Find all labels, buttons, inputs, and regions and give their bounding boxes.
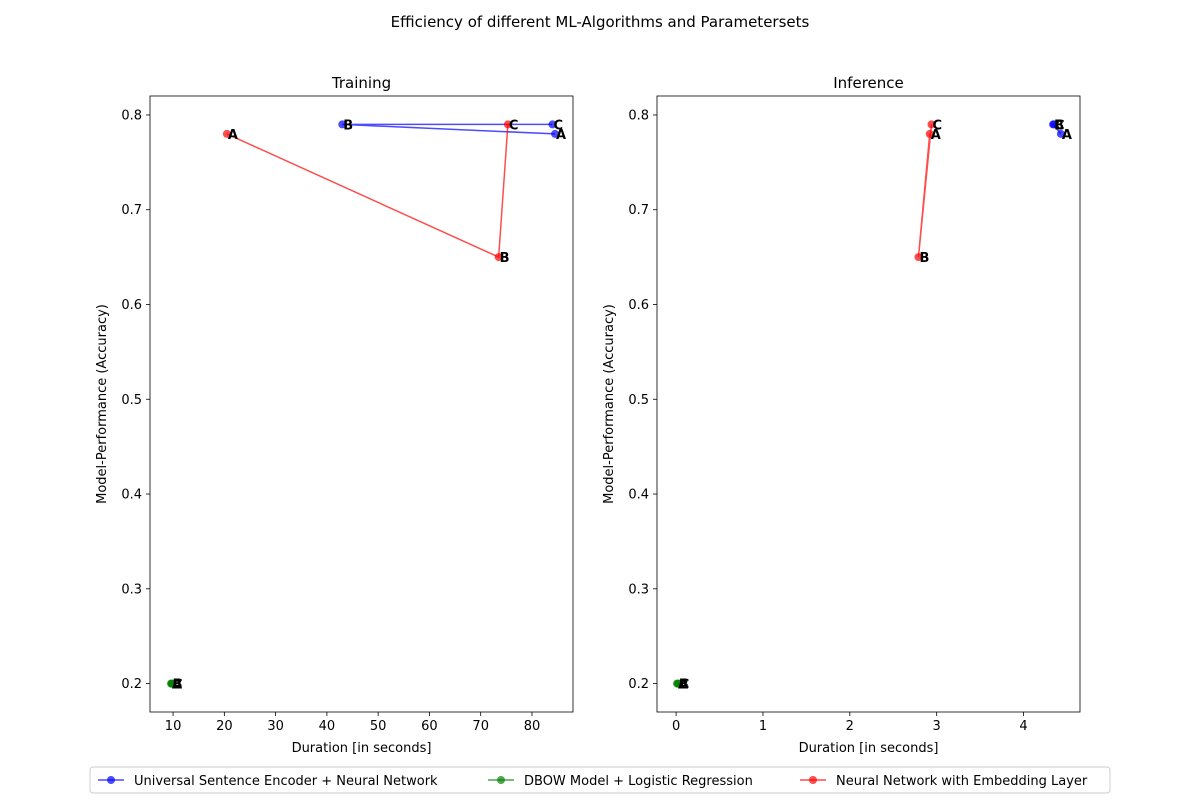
training-x-tick-label: 50 — [370, 719, 387, 734]
inference-point-universal-sentence-encoder-neural-network-a — [1056, 129, 1065, 138]
inference-point-neural-network-with-embedding-layer-a — [925, 129, 934, 138]
legend-item-dbow: DBOW Model + Logistic Regression — [488, 774, 753, 789]
training-point-label-universal-sentence-encoder-neural-network-c: C — [553, 118, 563, 133]
inference-x-tick-label: 2 — [846, 719, 854, 734]
training-x-tick-label: 20 — [216, 719, 233, 734]
training-x-tick-label: 80 — [524, 719, 541, 734]
training-y-tick-label: 0.3 — [121, 582, 142, 597]
training-point-universal-sentence-encoder-neural-network-b — [338, 120, 347, 129]
training-x-axis-label: Duration [in seconds] — [292, 741, 432, 756]
legend-box — [89, 766, 1111, 794]
inference-axes-frame — [656, 95, 1081, 713]
training-series-line-universal-sentence-encoder-neural-network — [342, 123, 556, 135]
inference-y-tick-label: 0.4 — [628, 488, 649, 503]
inference-point-label-neural-network-with-embedding-layer-b: B — [919, 251, 929, 266]
inference-title: Inference — [833, 74, 904, 92]
legend-label-use: Universal Sentence Encoder + Neural Netw… — [134, 774, 438, 789]
inference-point-neural-network-with-embedding-layer-c — [927, 120, 936, 129]
legend-marker-embedding — [809, 776, 817, 784]
inference-x-tick-label: 1 — [759, 719, 767, 734]
inference-x-tick-label: 3 — [933, 719, 941, 734]
training-point-label-neural-network-with-embedding-layer-b: B — [500, 251, 510, 266]
training-series-line-neural-network-with-embedding-layer — [226, 124, 509, 259]
legend-marker-use — [107, 776, 115, 784]
training-y-tick-label: 0.5 — [121, 393, 142, 408]
training-point-label-dbow-model-logistic-regression-b: B — [173, 678, 183, 693]
training-y-tick-label: 0.2 — [121, 677, 142, 692]
training-y-tick-label: 0.7 — [121, 203, 142, 218]
training-x-tick-label: 60 — [421, 719, 438, 734]
training-subplot: Training 10 20 30 40 50 60 70 80 0.2 0.3 0.4 0.5 0.6 0… — [95, 74, 574, 756]
inference-point-label-universal-sentence-encoder-neural-network-b: B — [1054, 118, 1064, 133]
inference-y-axis-label: Model-Performance (Accuracy) — [602, 304, 617, 504]
training-y-axis-label: Model-Performance (Accuracy) — [95, 304, 110, 504]
training-title: Training — [331, 74, 391, 92]
training-y-tick-label: 0.4 — [121, 488, 142, 503]
inference-point-label-universal-sentence-encoder-neural-network-a: A — [1062, 128, 1072, 143]
inference-y-tick-label: 0.3 — [628, 582, 649, 597]
inference-series-line-neural-network-with-embedding-layer — [917, 124, 933, 258]
training-x-tick-label: 40 — [319, 719, 336, 734]
training-x-tick-label: 70 — [472, 719, 489, 734]
inference-point-label-dbow-model-logistic-regression-a: A — [678, 678, 688, 693]
legend-item-use: Universal Sentence Encoder + Neural Netw… — [98, 774, 438, 789]
training-point-label-neural-network-with-embedding-layer-a: A — [228, 128, 238, 143]
training-point-dbow-model-logistic-regression-c — [168, 679, 177, 688]
inference-point-label-universal-sentence-encoder-neural-network-c: C — [1055, 118, 1065, 133]
inference-point-label-dbow-model-logistic-regression-c: C — [680, 678, 690, 693]
figure-title: Efficiency of different ML-Algorithms an… — [391, 13, 810, 31]
inference-point-neural-network-with-embedding-layer-b — [914, 253, 923, 262]
training-point-label-universal-sentence-encoder-neural-network-b: B — [343, 118, 353, 133]
training-point-label-neural-network-with-embedding-layer-c: C — [509, 118, 519, 133]
legend-marker-dbow — [497, 776, 505, 784]
legend-label-embedding: Neural Network with Embedding Layer — [836, 774, 1088, 789]
inference-y-tick-label: 0.2 — [628, 677, 649, 692]
inference-subplot: Inference 0 1 2 3 4 0.2 0.3 0.4 0.5 0.6 0.7 0.8 Durat… — [602, 74, 1081, 756]
inference-x-axis-label: Duration [in seconds] — [799, 741, 939, 756]
inference-point-label-neural-network-with-embedding-layer-c: C — [932, 118, 942, 133]
training-point-label-dbow-model-logistic-regression-a: A — [172, 678, 182, 693]
training-point-universal-sentence-encoder-neural-network-c — [548, 120, 557, 129]
legend: Universal Sentence Encoder + Neural Netw… — [89, 766, 1111, 794]
inference-y-tick-label: 0.5 — [628, 393, 649, 408]
training-axes-frame — [149, 95, 574, 713]
training-point-universal-sentence-encoder-neural-network-a — [551, 129, 560, 138]
inference-point-label-dbow-model-logistic-regression-b: B — [679, 678, 689, 693]
training-point-neural-network-with-embedding-layer-a — [222, 129, 231, 138]
inference-point-dbow-model-logistic-regression-c — [674, 679, 683, 688]
training-point-label-universal-sentence-encoder-neural-network-a: A — [556, 128, 566, 143]
training-point-neural-network-with-embedding-layer-c — [503, 120, 512, 129]
training-y-tick-label: 0.8 — [121, 108, 142, 123]
inference-y-tick-label: 0.7 — [628, 203, 649, 218]
inference-point-universal-sentence-encoder-neural-network-c — [1049, 120, 1058, 129]
training-x-tick-label: 30 — [267, 719, 284, 734]
legend-label-dbow: DBOW Model + Logistic Regression — [524, 774, 753, 789]
inference-x-tick-label: 4 — [1019, 719, 1027, 734]
training-y-tick-label: 0.6 — [121, 298, 142, 313]
training-point-neural-network-with-embedding-layer-b — [494, 253, 503, 262]
inference-y-tick-label: 0.6 — [628, 298, 649, 313]
training-point-label-dbow-model-logistic-regression-c: C — [173, 678, 183, 693]
training-x-tick-label: 10 — [165, 719, 182, 734]
inference-y-tick-label: 0.8 — [628, 108, 649, 123]
inference-x-tick-label: 0 — [672, 719, 680, 734]
inference-point-label-neural-network-with-embedding-layer-a: A — [931, 128, 941, 143]
legend-item-embedding: Neural Network with Embedding Layer — [800, 774, 1088, 789]
